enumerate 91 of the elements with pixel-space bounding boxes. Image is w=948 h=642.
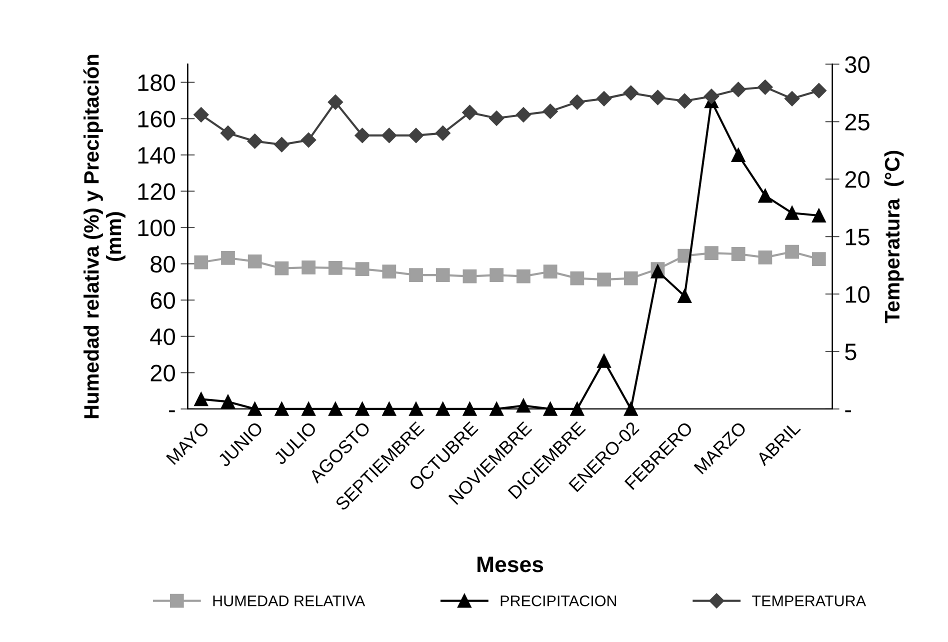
y-tick-label: 180 <box>138 74 175 92</box>
point <box>194 107 209 122</box>
point <box>248 402 262 416</box>
point <box>328 94 344 110</box>
point <box>731 148 746 162</box>
point <box>462 402 477 416</box>
point <box>650 264 665 278</box>
point <box>624 402 638 416</box>
point <box>543 264 558 279</box>
point <box>811 83 826 98</box>
x-axis-title: Meses <box>478 556 544 572</box>
y-tick-label: 60 <box>150 292 175 309</box>
point <box>382 264 396 279</box>
point <box>516 269 530 284</box>
point <box>435 126 450 141</box>
point <box>274 402 289 416</box>
point <box>328 261 342 275</box>
y-tick-label: 40 <box>150 328 175 346</box>
point <box>436 402 450 416</box>
point <box>436 268 450 282</box>
point <box>812 208 826 222</box>
point <box>704 246 718 260</box>
point <box>221 394 235 409</box>
point <box>758 80 773 95</box>
point <box>302 402 316 416</box>
point <box>650 90 666 106</box>
point <box>730 82 746 98</box>
point <box>570 94 585 110</box>
point <box>490 268 504 282</box>
point <box>785 206 799 220</box>
point <box>462 104 478 120</box>
point <box>462 269 477 284</box>
point <box>355 262 370 276</box>
y-tick-label: 160 <box>138 110 175 128</box>
legend-label: HUMEDAD RELATIVA <box>213 596 366 606</box>
point <box>677 93 692 109</box>
point <box>623 85 638 100</box>
y2-tick-label: - <box>845 410 851 412</box>
point <box>570 271 584 286</box>
point <box>409 402 423 416</box>
point <box>194 392 208 406</box>
point <box>785 244 799 259</box>
y-tick-label: 100 <box>138 220 175 236</box>
point <box>758 250 772 264</box>
point <box>704 88 720 104</box>
point <box>194 255 208 270</box>
y2-tick-label: 5 <box>845 344 856 360</box>
point <box>248 254 262 268</box>
point <box>516 107 532 122</box>
point <box>408 128 424 144</box>
y2-tick-label: 15 <box>846 228 870 246</box>
point <box>382 128 397 144</box>
y2-tick-label: 30 <box>845 56 870 73</box>
point <box>624 271 638 286</box>
point <box>597 272 611 287</box>
point <box>731 247 746 261</box>
y-tick-label: 20 <box>150 364 175 382</box>
point <box>489 110 504 126</box>
point <box>812 252 826 266</box>
point <box>758 188 772 203</box>
y-axis-title: Humedad relativa (%) y Precipitación (mm) <box>83 54 126 418</box>
point <box>221 251 235 265</box>
y-tick-label: 120 <box>138 183 175 200</box>
point <box>302 260 316 274</box>
point <box>784 91 800 106</box>
y-tick-label: 140 <box>138 146 175 164</box>
legend-label: TEMPERATURA <box>752 596 866 606</box>
point <box>570 402 584 416</box>
y-tick-label: - <box>169 410 175 412</box>
legend-label: PRECIPITACION <box>500 595 616 606</box>
y2-axis-title: Temperatura (°C) <box>884 150 904 324</box>
point <box>274 261 289 276</box>
point <box>542 104 558 119</box>
y2-tick-label: 20 <box>845 171 870 188</box>
point <box>355 402 370 416</box>
point <box>596 91 612 106</box>
point <box>490 402 504 416</box>
point <box>328 402 342 416</box>
point <box>220 126 236 141</box>
point <box>354 128 370 144</box>
point <box>382 402 396 416</box>
point <box>678 289 692 304</box>
point <box>247 134 262 149</box>
y2-tick-label: 10 <box>846 286 870 303</box>
point <box>543 402 558 416</box>
point <box>597 354 611 368</box>
point <box>301 132 316 148</box>
point <box>409 268 423 282</box>
y2-tick-label: 25 <box>845 114 870 130</box>
y-tick-label: 80 <box>150 256 175 273</box>
point <box>274 137 290 152</box>
